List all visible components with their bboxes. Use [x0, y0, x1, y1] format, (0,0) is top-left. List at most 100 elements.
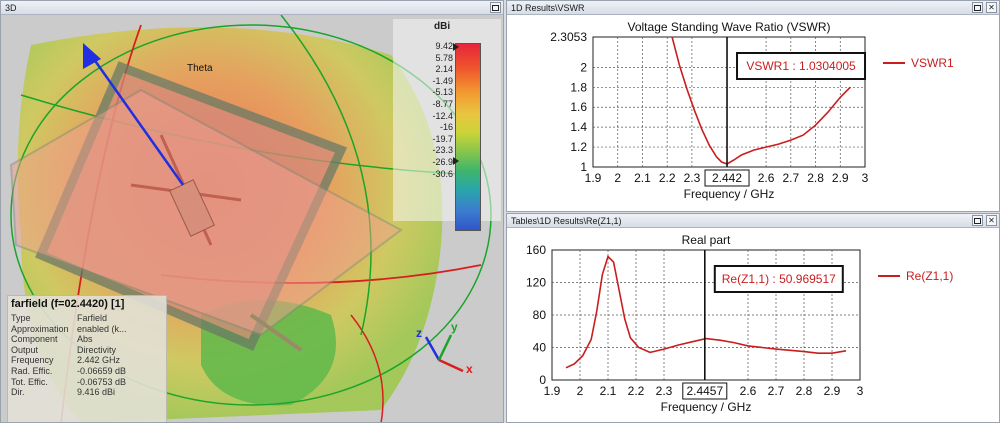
- colorbar-gradient: [455, 43, 481, 231]
- info-key: Rad. Effic.: [11, 365, 53, 376]
- info-row: Output Directivity: [11, 345, 163, 356]
- restore-button-rez[interactable]: [972, 215, 983, 226]
- y-tick-label: 1.2: [570, 140, 587, 154]
- chart-title: Voltage Standing Wave Ratio (VSWR): [628, 20, 831, 34]
- info-value: enabled (k...: [77, 323, 127, 334]
- axis-y: [437, 334, 453, 361]
- colorbar-tick-label: -26.9: [432, 156, 453, 167]
- x-tick-label: 2.1: [634, 171, 651, 185]
- info-row: Tot. Effic. -0.06753 dB: [11, 377, 163, 388]
- y-tick-label: 2: [580, 60, 587, 74]
- feed-cylinder: [168, 179, 216, 237]
- colorbar-tick-label: -19.7: [432, 133, 453, 144]
- marker-x-box: [704, 169, 750, 187]
- y-tick-label: 160: [526, 243, 546, 257]
- farfield-info-box: farfield (f=02.4420) [1] Type Farfield App…: [7, 295, 167, 422]
- info-key: Approximation: [11, 323, 69, 334]
- x-tick-label: 2.9: [832, 171, 849, 185]
- info-key: Dir.: [11, 387, 25, 398]
- colorbar-min-marker: [453, 157, 459, 165]
- colorbar-tick-label: 5.78: [435, 52, 453, 63]
- y-tick-label: 2.3053: [550, 30, 587, 44]
- info-row: Dir. 9.416 dBi: [11, 387, 163, 398]
- info-value: Abs: [77, 334, 93, 345]
- y-tick-label: 40: [533, 341, 547, 355]
- info-row: Rad. Effic. -0.06659 dB: [11, 366, 163, 377]
- y-tick-label: 80: [533, 308, 547, 322]
- azimuth-ring: [280, 15, 372, 336]
- window-buttons-rez: [972, 215, 997, 227]
- y-tick-label: 0: [539, 373, 546, 387]
- real-part-result-panel[interactable]: Tables\1D Results\Re(Z1,1) Real part 1.9 2…: [506, 213, 1000, 423]
- colorbar-tick-label: -12.4: [432, 110, 453, 121]
- y-tick-label: 1.8: [570, 80, 587, 94]
- close-button-vswr[interactable]: [986, 2, 997, 13]
- y-tick-label: 1.6: [570, 100, 587, 114]
- real-part-chart[interactable]: Real part 1.9 2 2.1 2.2 2.3 2.4457 2.6 2.7 2.8 2.9…: [507, 228, 999, 422]
- x-tick-label: 3: [857, 384, 864, 398]
- info-row: Type Farfield: [11, 313, 163, 324]
- close-button-rez[interactable]: [986, 215, 997, 226]
- series-line: [565, 254, 847, 369]
- info-title: farfield (f=02.4420) [1]: [11, 298, 125, 310]
- marker-x-label: 2.442: [712, 171, 742, 185]
- info-key: Tot. Effic.: [11, 376, 48, 387]
- colorbar-tick-label: -1.49: [432, 75, 453, 86]
- axis-x-label: x: [466, 362, 473, 376]
- x-tick-label: 2.9: [824, 384, 841, 398]
- marker-label: Re(Z1,1) : 50.969517: [722, 272, 836, 286]
- restore-button-vswr[interactable]: [972, 2, 983, 13]
- vswr-result-panel[interactable]: 1D Results\VSWR Voltage Standing Wave Ra…: [506, 0, 1000, 212]
- window-buttons-vswr: [972, 2, 997, 14]
- marker-label-box: [736, 52, 867, 80]
- marker-x-box: [682, 382, 728, 400]
- colorbar-ticks: 9.42 5.78 2.14 -1.49 -5.13 -8.77 -12.4 -16 -19.7…: [395, 41, 453, 180]
- info-key: Output: [11, 344, 39, 355]
- x-tick-label: 2.2: [659, 171, 676, 185]
- panel-title-3d: 3D: [1, 1, 503, 15]
- x-tick-label: 2.1: [600, 384, 617, 398]
- panel-title-rez: Tables\1D Results\Re(Z1,1): [507, 214, 999, 228]
- info-row: Frequency 2.442 GHz: [11, 355, 163, 366]
- y-tick-label: 1.4: [570, 120, 587, 134]
- info-value: Farfield: [77, 313, 108, 323]
- info-key: Type: [11, 313, 31, 323]
- colorbar-tick-label: -5.13: [432, 87, 453, 98]
- farfield-3d-panel[interactable]: 3D Theta: [0, 0, 504, 423]
- x-tick-label: 2.7: [768, 384, 785, 398]
- legend-label: Re(Z1,1): [906, 269, 953, 283]
- theta-arrowhead: [83, 43, 101, 69]
- axis-x: [438, 358, 464, 373]
- x-tick-label: 3: [862, 171, 869, 185]
- info-value: 2.442 GHz: [77, 355, 121, 366]
- x-tick-label: 1.9: [544, 384, 561, 398]
- restore-button-3d[interactable]: [490, 2, 501, 13]
- info-value: -0.06753 dB: [77, 376, 127, 387]
- info-row: Approximation enabled (k...: [11, 324, 163, 335]
- x-tick-label: 2: [614, 171, 621, 185]
- axis-y-label: y: [451, 320, 458, 334]
- theta-label: Theta: [187, 63, 213, 74]
- info-row: Component Abs: [11, 334, 163, 345]
- colorbar-tick-label: -30.6: [432, 168, 453, 179]
- series-line: [671, 36, 851, 165]
- axis-z-label: z: [416, 326, 422, 340]
- colorbar-tick-label: -16: [439, 122, 453, 133]
- marker-label: VSWR1 : 1.0304005: [746, 59, 856, 73]
- colorbar-legend: dBi 9.42 5.78 2.14 -1.49 -5.13 -8.77 -12.4 -16-…: [393, 19, 501, 231]
- legend-label: VSWR1: [911, 56, 954, 70]
- x-tick-label: 2.3: [656, 384, 673, 398]
- colorbar-max-marker: [453, 43, 459, 51]
- colorbar-tick-label: -23.3: [432, 145, 453, 156]
- theta-direction-arrow: [89, 54, 185, 186]
- colorbar-tick-label: -8.77: [432, 98, 453, 109]
- x-tick-label: 2.2: [628, 384, 645, 398]
- x-tick-label: 2: [577, 384, 584, 398]
- info-key: Frequency: [11, 355, 54, 366]
- info-value: -0.06659 dB: [77, 365, 127, 376]
- x-tick-label: 1.9: [585, 171, 602, 185]
- x-tick-label: 2.3: [684, 171, 701, 185]
- vswr-chart[interactable]: Voltage Standing Wave Ratio (VSWR) 1.9 2 2.…: [507, 15, 999, 211]
- info-value: 9.416 dBi: [77, 387, 116, 398]
- colorbar-tick-label: 2.14: [435, 64, 453, 75]
